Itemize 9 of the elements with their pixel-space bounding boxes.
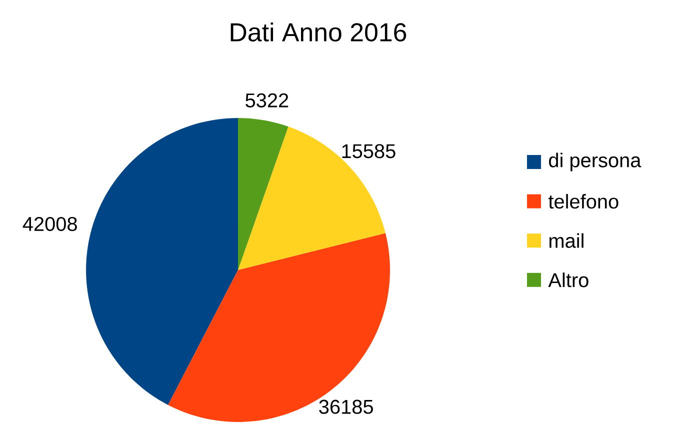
data-label: 15585 [342, 144, 396, 158]
data-label: 36185 [319, 400, 373, 414]
chart-title: Dati Anno 2016 [230, 22, 406, 42]
data-label: 5322 [246, 93, 288, 108]
legend-label: di persona [549, 152, 642, 172]
legend-label: telefono [548, 194, 618, 209]
data-label: 42008 [22, 216, 77, 232]
legend-label: Altro [548, 272, 588, 288]
legend-label: mail [550, 233, 584, 248]
